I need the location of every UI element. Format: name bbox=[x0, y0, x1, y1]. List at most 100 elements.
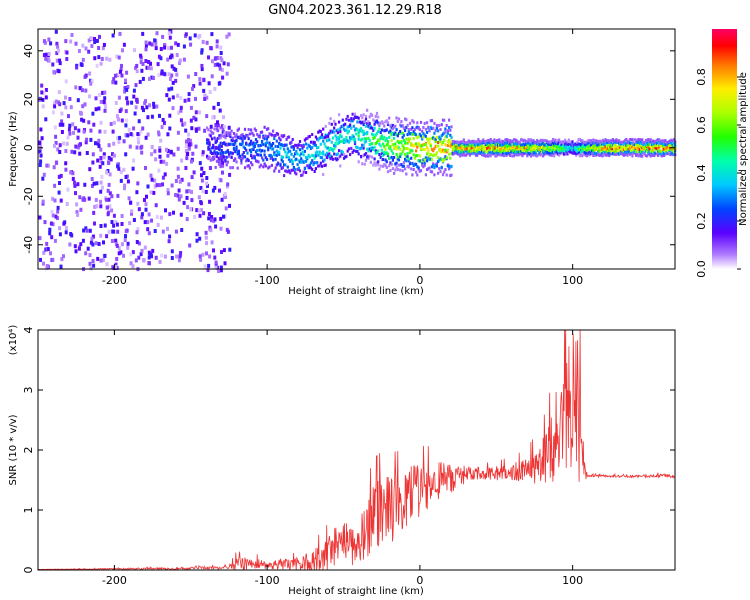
spectrogram-cell bbox=[418, 159, 421, 163]
spectrogram-cell bbox=[314, 151, 317, 155]
spectrogram-cell bbox=[367, 149, 370, 153]
spectrogram-cell bbox=[291, 160, 294, 164]
spectrogram-cell bbox=[68, 131, 72, 136]
spectrogram-cell bbox=[580, 139, 583, 143]
spectrogram-cell bbox=[307, 143, 310, 147]
spectrogram-cell bbox=[135, 240, 139, 244]
spectrogram-cell bbox=[426, 146, 429, 150]
spectrogram-cell bbox=[208, 199, 212, 204]
spectrogram-cell bbox=[384, 158, 387, 162]
spectrogram-cell bbox=[205, 176, 209, 180]
spectrogram-cell bbox=[176, 174, 180, 179]
spectrogram-cell bbox=[383, 124, 386, 128]
spectrogram-cell bbox=[393, 156, 396, 159]
spectrogram-cell bbox=[283, 163, 286, 167]
spectrogram-cell bbox=[415, 154, 418, 158]
spectrogram-cell bbox=[581, 141, 584, 145]
spectrogram-cell bbox=[422, 158, 425, 162]
spectrogram-cell bbox=[134, 83, 138, 88]
spectrogram-cell bbox=[130, 100, 134, 105]
spectrogram-cell bbox=[324, 124, 327, 128]
spectrogram-cell bbox=[362, 133, 365, 137]
spectrogram-cell bbox=[448, 141, 451, 145]
spectrogram-cell bbox=[477, 145, 480, 149]
spectrogram-cell bbox=[450, 143, 453, 147]
spectrogram-cell bbox=[602, 138, 605, 142]
spectrogram-cell bbox=[511, 154, 514, 158]
spectrogram-cell bbox=[346, 131, 349, 135]
spectrogram-cell bbox=[60, 130, 64, 134]
spectrogram-cell bbox=[595, 152, 599, 156]
spectrogram-cell bbox=[261, 156, 264, 160]
spectrogram-cell bbox=[330, 140, 333, 144]
spectrogram-cell bbox=[239, 135, 242, 139]
spectrogram-cell bbox=[456, 140, 459, 144]
spectrogram-cell bbox=[395, 161, 398, 165]
spectrogram-cell bbox=[187, 132, 191, 137]
spectrogram-cell bbox=[382, 142, 385, 146]
spectrogram-cell bbox=[146, 220, 150, 225]
spectrogram-cell bbox=[643, 141, 646, 145]
spectrogram-cell bbox=[586, 148, 589, 152]
spectrogram-cell bbox=[78, 151, 82, 156]
spectrogram-cell bbox=[471, 146, 474, 150]
spectrogram-cell bbox=[587, 139, 590, 143]
spectrogram-cell bbox=[138, 79, 142, 84]
spectrogram-cell bbox=[189, 42, 193, 47]
spectrogram-cell bbox=[42, 250, 46, 255]
spectrogram-cell bbox=[577, 150, 580, 154]
spectrogram-cell bbox=[123, 85, 127, 90]
spectrogram-cell bbox=[594, 142, 597, 146]
spectrogram-cell bbox=[159, 47, 163, 51]
spectrogram-cell bbox=[468, 142, 471, 146]
spectrogram-cell bbox=[223, 141, 226, 145]
spectrogram-cell bbox=[377, 138, 380, 142]
spectrogram-cell bbox=[135, 63, 139, 68]
spectrogram-cell bbox=[246, 134, 249, 138]
spectrogram-cell bbox=[626, 147, 629, 151]
spectrogram-cell bbox=[351, 134, 354, 138]
spectrogram-cell bbox=[265, 137, 269, 141]
spectrogram-cell bbox=[411, 161, 414, 165]
spectrogram-cell bbox=[156, 62, 160, 67]
spectrogram-cell bbox=[404, 117, 407, 121]
spectrogram-cell bbox=[179, 105, 183, 110]
spectrogram-cell bbox=[136, 132, 140, 137]
spectrogram-cell bbox=[632, 145, 635, 149]
spectrogram-cell bbox=[537, 153, 540, 157]
spectrogram-cell bbox=[215, 39, 219, 44]
spectrogram-cell bbox=[372, 148, 375, 152]
spectrogram-cell bbox=[362, 143, 365, 147]
spectrogram-cell bbox=[430, 119, 434, 123]
spectrogram-cell bbox=[236, 135, 239, 139]
spectrogram-cell bbox=[351, 112, 354, 116]
spectrogram-cell bbox=[305, 137, 308, 141]
spectrogram-cell bbox=[341, 124, 344, 128]
spectrogram-cell bbox=[567, 151, 570, 155]
spectrogram-cell bbox=[440, 142, 443, 146]
spectrogram-cell bbox=[51, 196, 55, 201]
spectrogram-cell bbox=[499, 141, 502, 144]
spectrogram-cell bbox=[307, 153, 310, 157]
spectrogram-cell bbox=[619, 148, 622, 152]
spectrogram-cell bbox=[248, 148, 251, 152]
spectrogram-cell bbox=[262, 143, 265, 147]
spectrogram-cell bbox=[363, 140, 366, 144]
spectrogram-cell bbox=[44, 88, 48, 92]
spectrogram-cell bbox=[143, 101, 147, 106]
spectrogram-cell bbox=[64, 161, 68, 166]
spectrogram-cell bbox=[278, 141, 281, 145]
spectrogram-cell bbox=[650, 151, 654, 155]
spectrogram-cell bbox=[95, 63, 99, 68]
spectrogram-cell bbox=[437, 156, 440, 160]
spectrogram-cell bbox=[528, 152, 531, 156]
spectrogram-cell bbox=[632, 141, 635, 145]
spectrogram-cell bbox=[657, 144, 660, 148]
spectrogram-cell bbox=[257, 153, 260, 157]
spectrogram-cell bbox=[394, 142, 397, 146]
spectrogram-cell bbox=[345, 128, 348, 132]
spectrogram-cell bbox=[495, 151, 498, 155]
spectrogram-cell bbox=[450, 173, 453, 177]
spectrogram-cell bbox=[120, 73, 124, 78]
